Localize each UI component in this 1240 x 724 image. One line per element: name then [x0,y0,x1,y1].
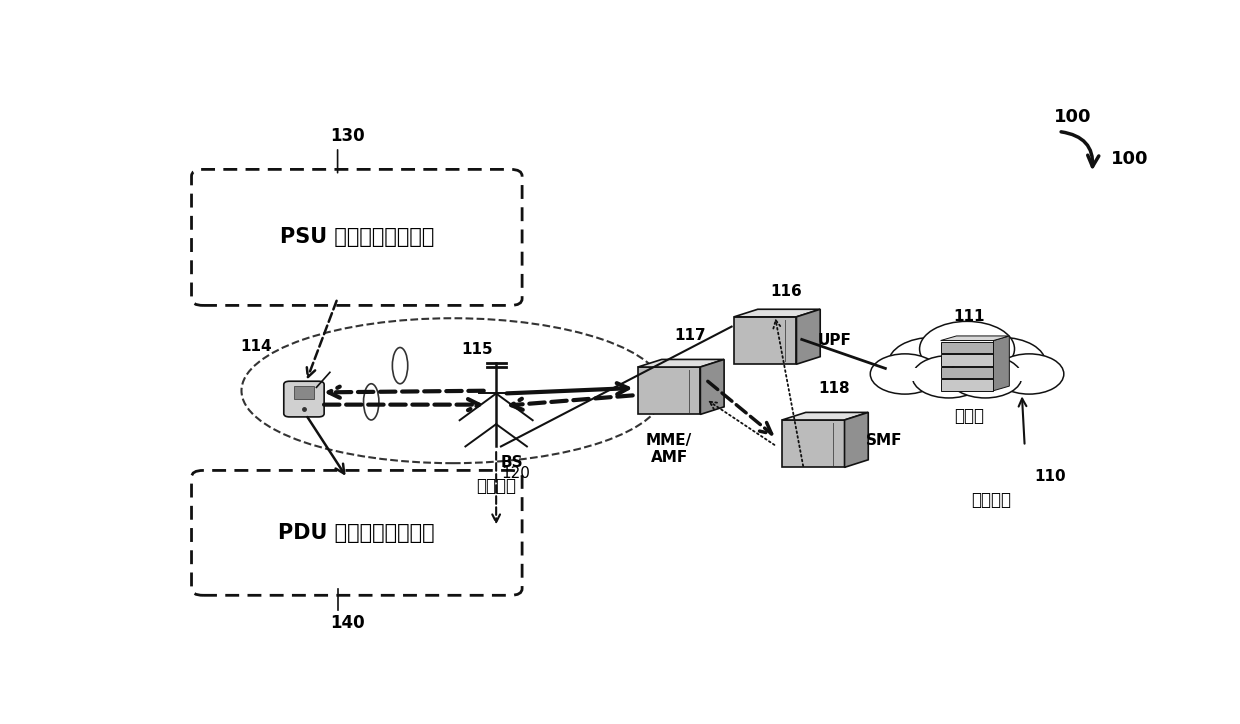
Polygon shape [941,342,993,353]
Text: UPF: UPF [818,333,852,348]
Text: 110: 110 [1034,468,1066,484]
Text: 存取网络: 存取网络 [476,477,516,495]
Text: 100: 100 [1054,108,1091,126]
Text: 数据网络: 数据网络 [971,491,1011,509]
Circle shape [870,354,940,394]
Polygon shape [993,336,1009,391]
Polygon shape [941,367,993,378]
Text: PDU 会话建立请求消息: PDU 会话建立请求消息 [279,523,435,543]
FancyBboxPatch shape [284,382,324,417]
Text: MME/
AMF: MME/ AMF [646,432,692,465]
Circle shape [994,354,1064,394]
Text: 116: 116 [770,284,802,299]
Text: BS: BS [501,455,523,470]
Polygon shape [941,354,993,366]
Polygon shape [637,359,724,367]
Circle shape [913,355,986,398]
Circle shape [889,337,976,388]
Text: 115: 115 [461,342,492,357]
Text: 140: 140 [330,614,365,632]
Circle shape [959,337,1045,388]
Polygon shape [885,369,1049,382]
Polygon shape [782,413,868,420]
Polygon shape [782,420,844,468]
Polygon shape [637,367,701,414]
Polygon shape [734,309,820,317]
Text: SMF: SMF [867,434,903,448]
Polygon shape [294,386,314,399]
Polygon shape [734,317,796,364]
Polygon shape [844,413,868,468]
Polygon shape [796,309,820,364]
Text: 111: 111 [954,309,985,324]
Text: 118: 118 [818,382,849,396]
Text: 130: 130 [330,127,365,146]
Polygon shape [701,359,724,414]
Circle shape [920,321,1014,376]
Text: PSU 会话释放命令消息: PSU 会话释放命令消息 [280,227,434,248]
FancyBboxPatch shape [191,169,522,306]
FancyBboxPatch shape [191,471,522,595]
Text: 117: 117 [675,328,706,343]
Text: 服务器: 服务器 [954,408,985,426]
Text: 100: 100 [1111,151,1148,169]
Text: 114: 114 [241,340,272,355]
Text: 120: 120 [501,466,529,481]
Polygon shape [941,379,993,391]
Circle shape [949,355,1022,398]
Polygon shape [941,336,1009,340]
